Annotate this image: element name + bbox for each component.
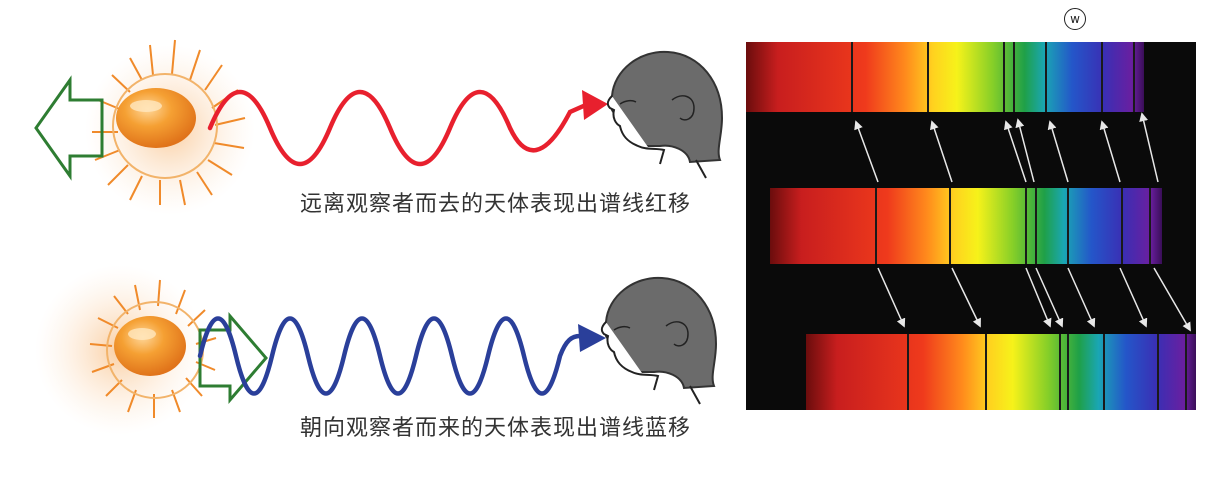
redshift-wave (207, 89, 591, 167)
sun-core (114, 316, 186, 376)
caption-blueshift: 朝向观察者而来的天体表现出谱线蓝移 (300, 416, 692, 441)
spectrum-top (746, 42, 1144, 112)
observer-head-icon (606, 50, 724, 179)
sun-highlight (128, 328, 156, 340)
sun-core (116, 88, 196, 148)
sun-icon (92, 39, 246, 206)
motion-arrow-icon (198, 311, 268, 405)
motion-arrow-icon (34, 75, 104, 181)
blueshift-wave (197, 316, 583, 396)
receding-object (34, 39, 255, 215)
observer-head-icon (600, 276, 718, 405)
blueshift-arrowhead (578, 324, 606, 352)
spectrum-bottom (806, 334, 1196, 410)
shift-arrows-lower (877, 267, 1191, 332)
sun-halo (112, 73, 218, 179)
spectra-panel (746, 42, 1196, 410)
approaching-object (35, 265, 268, 435)
sun-highlight (130, 100, 162, 112)
shift-arrows-upper (854, 112, 1159, 183)
watermark-logo: w (1064, 8, 1086, 30)
redshift-arrowhead (582, 90, 608, 120)
spectrum-middle (770, 188, 1162, 264)
caption-redshift: 远离观察者而去的天体表现出谱线红移 (300, 192, 692, 217)
